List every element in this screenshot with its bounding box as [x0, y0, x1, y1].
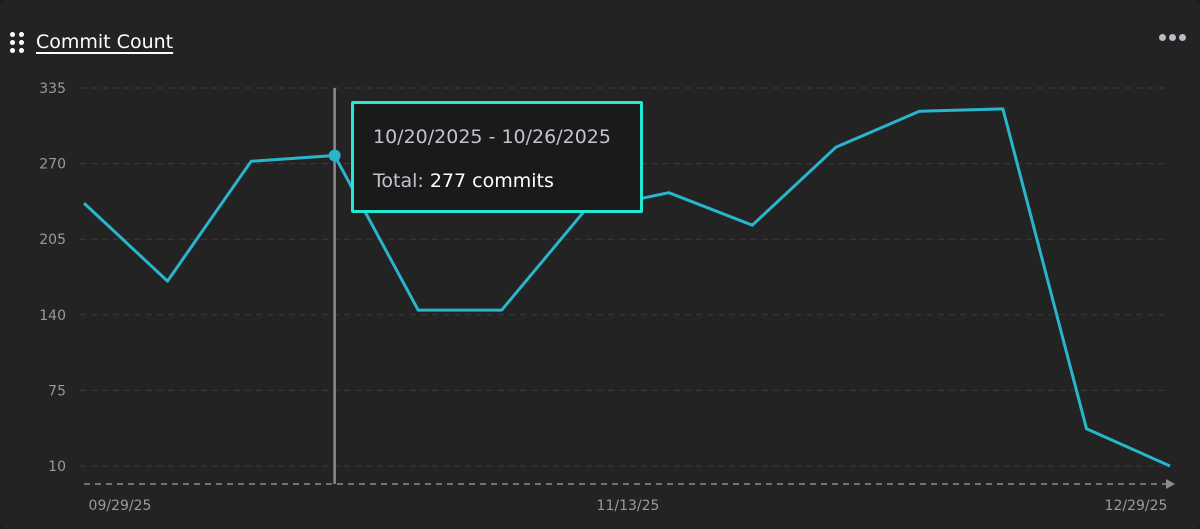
- tooltip-total: Total: 277 commits: [373, 170, 554, 192]
- x-tick-label: 09/29/25: [89, 498, 152, 514]
- card-header: Commit Count: [10, 28, 173, 56]
- tooltip-total-label: Total:: [373, 170, 424, 192]
- tooltip-total-value: 277 commits: [429, 170, 554, 192]
- y-tick-label: 75: [48, 383, 66, 399]
- y-axis: 10 75 140 205 270 335: [39, 81, 66, 475]
- x-axis: 09/29/25 11/13/25 12/29/25: [84, 479, 1175, 514]
- tooltip-date-range: 10/20/2025 - 10/26/2025: [373, 126, 611, 148]
- chart-tooltip: 10/20/2025 - 10/26/2025 Total: 277 commi…: [351, 101, 643, 213]
- more-horizontal-icon[interactable]: [1159, 34, 1186, 41]
- drag-handle-icon[interactable]: [10, 31, 24, 53]
- x-tick-label: 11/13/25: [597, 498, 660, 514]
- y-tick-label: 335: [39, 81, 66, 97]
- y-tick-label: 270: [39, 157, 66, 173]
- y-tick-label: 205: [39, 232, 66, 248]
- series-points: [328, 149, 341, 162]
- y-tick-label: 140: [39, 308, 66, 324]
- card-title[interactable]: Commit Count: [36, 31, 174, 53]
- x-tick-label: 12/29/25: [1105, 498, 1168, 514]
- x-axis-arrow-icon: [1166, 479, 1175, 489]
- y-tick-label: 10: [48, 459, 66, 475]
- highlighted-point[interactable]: [328, 149, 341, 162]
